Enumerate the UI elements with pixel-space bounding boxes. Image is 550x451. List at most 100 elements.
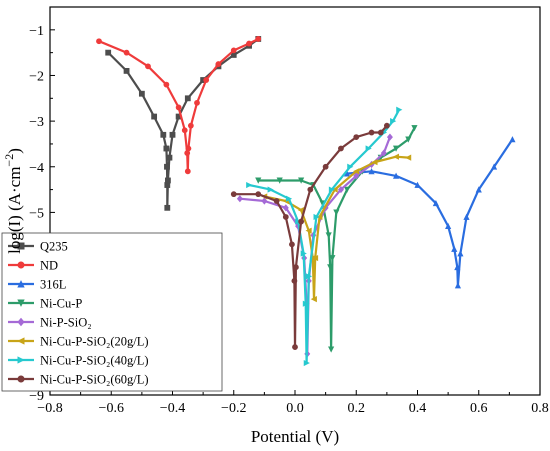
legend-label: Ni-P-SiO₂ xyxy=(40,316,92,330)
data-point xyxy=(509,136,516,143)
data-point xyxy=(184,95,191,102)
data-point xyxy=(371,159,378,166)
data-point xyxy=(175,104,182,111)
legend-item: Ni-Cu-P-SiO₂(40g/L) xyxy=(8,354,149,368)
x-tick-label: −0.4 xyxy=(160,401,185,416)
legend-item: Ni-Cu-P-SiO₂(60g/L) xyxy=(8,373,149,387)
data-point xyxy=(267,186,274,193)
legend-item: Ni-Cu-P xyxy=(8,297,82,311)
data-point xyxy=(463,213,470,220)
data-point xyxy=(298,177,305,184)
data-point xyxy=(307,186,314,193)
data-point xyxy=(365,145,372,152)
legend-label: Q235 xyxy=(40,240,68,254)
data-point xyxy=(123,68,130,74)
x-tick-label: −0.8 xyxy=(37,401,62,416)
data-point xyxy=(276,177,283,184)
data-point xyxy=(185,145,192,152)
series-6 xyxy=(246,106,403,367)
legend-swatch-marker xyxy=(17,356,25,364)
data-point xyxy=(454,263,461,271)
x-tick-label: 0.8 xyxy=(531,401,549,416)
series-line xyxy=(233,124,388,349)
data-point xyxy=(184,168,191,175)
legend-swatch-marker xyxy=(17,337,25,345)
data-point xyxy=(194,99,200,106)
data-point xyxy=(432,200,439,207)
legend-swatch-marker xyxy=(17,317,25,327)
data-point xyxy=(255,191,262,198)
data-point xyxy=(215,61,222,67)
data-point xyxy=(368,168,375,175)
series-5 xyxy=(261,153,412,303)
y-tick-label: −4 xyxy=(29,161,44,176)
series-line xyxy=(346,138,514,287)
data-point xyxy=(123,49,130,56)
data-point xyxy=(353,134,360,140)
data-point xyxy=(203,77,210,83)
legend-item: Ni-Cu-P-SiO₂(20g/L) xyxy=(8,335,149,349)
data-point xyxy=(187,122,194,129)
data-point xyxy=(293,264,299,271)
data-point xyxy=(300,250,307,257)
data-point xyxy=(236,195,243,203)
series-layer xyxy=(96,36,516,367)
legend-label: Ni-Cu-P-SiO₂(40g/L) xyxy=(40,354,149,368)
data-point xyxy=(392,153,399,160)
data-point xyxy=(255,36,262,42)
data-point xyxy=(383,122,390,129)
data-point xyxy=(145,63,151,70)
data-point xyxy=(328,186,336,193)
legend: Q235 ND 316L Ni-Cu-P Ni-P-SiO₂ Ni-Cu-P-SiO₂(2… xyxy=(1,232,223,392)
data-point xyxy=(164,163,170,170)
data-point xyxy=(261,197,268,205)
legend-swatch-marker xyxy=(17,242,25,250)
legend-box xyxy=(1,232,223,392)
y-axis-title-base: log(I) (A·cm xyxy=(5,167,24,254)
data-point xyxy=(291,277,298,284)
y-tick-label: −2 xyxy=(29,69,44,84)
data-point xyxy=(380,149,387,157)
data-point xyxy=(343,186,351,193)
data-point xyxy=(305,227,312,234)
legend-label: 316L xyxy=(40,278,66,292)
data-point xyxy=(338,145,344,152)
data-point xyxy=(298,218,305,225)
data-point xyxy=(165,177,171,184)
series-7 xyxy=(230,122,390,350)
data-point xyxy=(322,163,329,170)
series-4 xyxy=(236,133,393,358)
data-point xyxy=(310,296,317,303)
data-point xyxy=(337,185,344,194)
data-point xyxy=(457,250,464,257)
data-point xyxy=(160,131,167,138)
data-point xyxy=(405,154,412,161)
data-point xyxy=(181,127,188,134)
y-axis-title: log(I) (A·cm−2) xyxy=(2,148,24,254)
data-point xyxy=(166,154,173,161)
data-point xyxy=(246,40,252,47)
data-point xyxy=(405,136,412,143)
data-point xyxy=(411,125,418,132)
data-point xyxy=(273,198,280,204)
x-tick-label: −0.6 xyxy=(99,401,124,416)
data-point xyxy=(353,172,360,180)
x-tick-label: −0.2 xyxy=(221,401,246,416)
y-axis-title-sup: −2 xyxy=(2,154,16,167)
legend-label: ND xyxy=(40,259,58,273)
data-point xyxy=(295,218,302,225)
legend-swatch-marker xyxy=(17,261,25,269)
data-point xyxy=(96,38,102,45)
y-tick-label: −9 xyxy=(29,389,44,404)
x-axis-title: Potential (V) xyxy=(251,427,339,446)
data-point xyxy=(368,129,375,136)
data-point xyxy=(377,129,384,136)
data-point xyxy=(329,255,336,262)
data-point xyxy=(328,346,335,353)
legend-item: 316L xyxy=(8,278,66,292)
data-point xyxy=(386,133,393,141)
series-2 xyxy=(343,136,516,289)
data-point xyxy=(163,145,170,152)
y-tick-label: −5 xyxy=(29,206,44,221)
series-line xyxy=(258,127,416,351)
